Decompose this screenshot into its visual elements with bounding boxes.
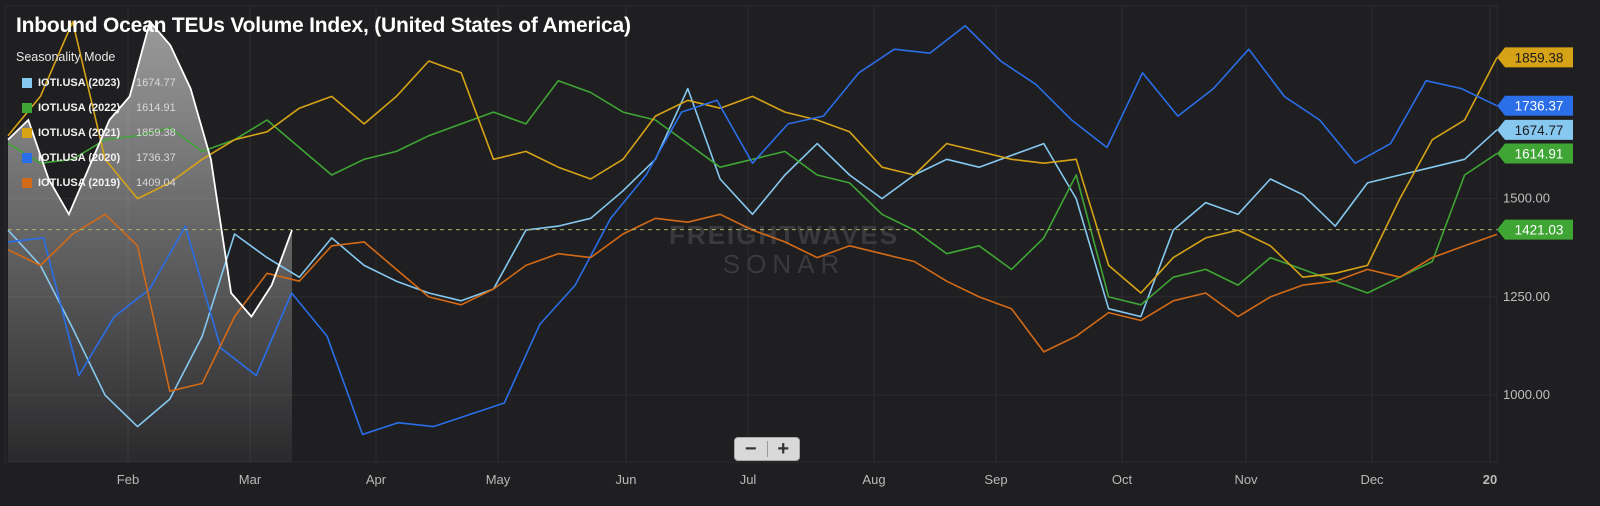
- legend-swatch: [22, 102, 32, 113]
- current-year-line: [7, 19, 293, 319]
- legend-item-2023[interactable]: IOTI.USA (2023) 1674.77: [22, 70, 176, 95]
- reference-value-tag-label: 1421.03: [1515, 223, 1564, 238]
- watermark-sonar: SONAR: [723, 249, 845, 279]
- legend-item-2019[interactable]: IOTI.USA (2019) 1409.04: [22, 170, 176, 195]
- legend-value: 1859.38: [136, 126, 176, 139]
- legend-value: 1614.91: [136, 101, 176, 114]
- zoom-out-button[interactable]: −: [744, 438, 757, 460]
- reference-value-tag: [1497, 219, 1573, 240]
- x-tick-label: Sep: [984, 472, 1007, 487]
- series-value-2020-tag-label: 1736.37: [1515, 99, 1564, 114]
- x-tick-label: Oct: [1112, 472, 1133, 487]
- zoom-in-button[interactable]: +: [777, 438, 790, 460]
- x-tick-label: Jun: [616, 472, 637, 487]
- x-tick-label: Dec: [1360, 472, 1384, 487]
- legend-name: IOTI.USA (2020): [38, 151, 121, 164]
- legend-value: 1409.04: [136, 176, 176, 189]
- legend-value: 1674.77: [136, 76, 176, 89]
- y-tick-label: 1500.00: [1503, 191, 1550, 206]
- series-line-2022: [7, 79, 1498, 306]
- series-value-2021-tag-label: 1859.38: [1515, 50, 1564, 65]
- series-value-2023-tag: [1497, 119, 1573, 140]
- y-tick-label: 1000.00: [1503, 387, 1550, 402]
- series-value-2022-tag: [1497, 143, 1573, 164]
- x-tick-label: 20: [1483, 472, 1497, 487]
- x-tick-label: Apr: [366, 472, 387, 487]
- x-tick-label: Nov: [1234, 472, 1258, 487]
- x-tick-label: May: [486, 472, 511, 487]
- legend-swatch: [22, 127, 32, 138]
- legend-swatch: [22, 177, 32, 188]
- legend-item-2020[interactable]: IOTI.USA (2020) 1736.37: [22, 145, 176, 170]
- seasonality-mode-label[interactable]: Seasonality Mode: [16, 50, 116, 64]
- series-value-2020-tag: [1497, 95, 1573, 116]
- legend-item-2021[interactable]: IOTI.USA (2021) 1859.38: [22, 120, 176, 145]
- legend-value: 1736.37: [136, 151, 176, 164]
- legend: IOTI.USA (2023) 1674.77 IOTI.USA (2022) …: [22, 70, 176, 195]
- series-value-2023-tag-label: 1674.77: [1515, 123, 1564, 138]
- chart-title: Inbound Ocean TEUs Volume Index, (United…: [16, 14, 631, 37]
- series-line-2021: [7, 20, 1498, 294]
- zoom-control: − +: [734, 437, 800, 461]
- watermark-freightwaves: FREIGHTWAVES: [669, 220, 899, 250]
- legend-swatch: [22, 152, 32, 163]
- legend-name: IOTI.USA (2019): [38, 176, 121, 189]
- x-tick-label: Feb: [117, 472, 139, 487]
- legend-name: IOTI.USA (2022): [38, 101, 121, 114]
- series-line-2020: [7, 24, 1498, 436]
- y-tick-label: 1250.00: [1503, 289, 1550, 304]
- x-tick-label: Aug: [862, 472, 885, 487]
- current-year-area: [8, 21, 292, 462]
- x-tick-label: Mar: [239, 472, 262, 487]
- x-tick-label: Jul: [740, 472, 757, 487]
- series-line-2023: [7, 87, 1498, 428]
- legend-item-2022[interactable]: IOTI.USA (2022) 1614.91: [22, 95, 176, 120]
- legend-name: IOTI.USA (2023): [38, 76, 121, 89]
- series-value-2022-tag-label: 1614.91: [1515, 146, 1564, 161]
- zoom-divider: [766, 441, 768, 457]
- legend-swatch: [22, 77, 32, 88]
- legend-name: IOTI.USA (2021): [38, 126, 121, 139]
- series-value-2021-tag: [1497, 47, 1573, 68]
